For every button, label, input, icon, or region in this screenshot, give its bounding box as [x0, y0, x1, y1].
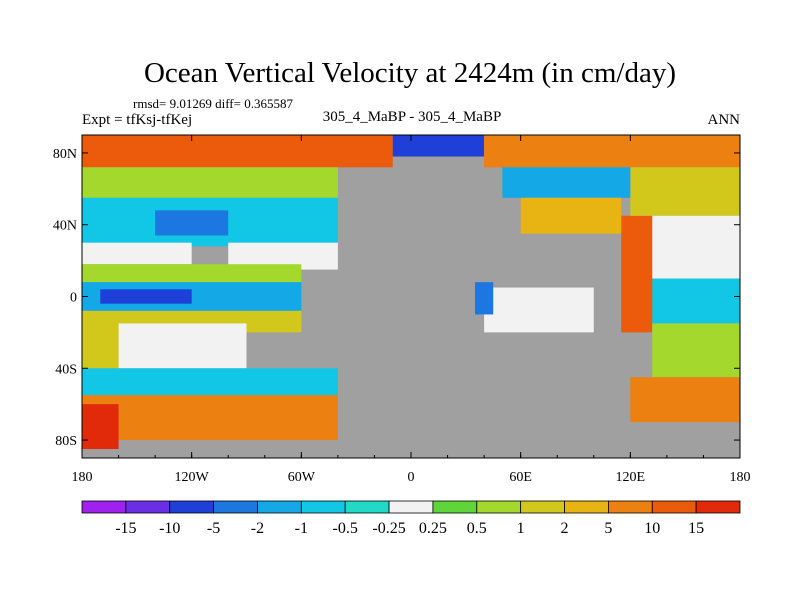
field-cell	[82, 314, 119, 378]
colorbar-label: -15	[115, 520, 136, 537]
x-tick-label: 120E	[616, 470, 646, 485]
field-cell	[82, 404, 119, 450]
colorbar-swatch	[388, 500, 434, 514]
field-cell	[621, 215, 653, 333]
colorbar-label: -0.25	[372, 520, 405, 537]
experiment-label: Expt = tfKsj-tfKej	[82, 112, 192, 128]
colorbar-label: -5	[207, 520, 220, 537]
colorbar-label: -10	[159, 520, 180, 537]
colorbar-label: -1	[295, 520, 308, 537]
x-tick-label: 180	[72, 470, 93, 485]
y-tick-label: 0	[70, 291, 77, 306]
colorbar-swatch	[476, 500, 522, 514]
colorbar-label: -0.5	[333, 520, 358, 537]
field-cell	[520, 197, 622, 234]
y-tick-label: 80N	[53, 147, 77, 162]
field-cell	[82, 395, 338, 441]
field-cell	[392, 135, 485, 157]
colorbar-swatch	[169, 500, 215, 514]
field-cell	[484, 287, 594, 333]
colorbar-swatch	[608, 500, 653, 514]
colorbar-swatch	[344, 500, 390, 514]
field-cell	[652, 323, 740, 378]
field-cell	[100, 289, 192, 304]
colorbar-label: 5	[604, 520, 612, 537]
y-tick-label: 40S	[55, 362, 77, 377]
colorbar-swatch	[257, 500, 302, 514]
field-cell	[630, 377, 740, 423]
colorbar-swatch	[432, 500, 478, 514]
field-cell	[630, 167, 740, 216]
colorbar-swatch	[81, 500, 127, 514]
field-cell	[155, 210, 229, 236]
colorbar-label: 2	[561, 520, 569, 537]
field-cell	[82, 135, 393, 168]
colorbar-swatch	[651, 500, 697, 514]
field-cell	[82, 264, 302, 283]
colorbar-label: 15	[688, 520, 704, 537]
colorbar: -15 -10 -5 -2 -1 -0.5 -0.25 0.25 0.5 1 2 5 10 15	[81, 500, 741, 537]
x-tick-label: 0	[408, 470, 415, 485]
field-cell	[82, 368, 338, 396]
field-cell	[82, 242, 192, 265]
period-label: 305_4_MaBP - 305_4_MaBP	[323, 109, 502, 125]
y-tick-label: 80S	[55, 434, 77, 449]
x-tick-label: 60W	[288, 470, 316, 485]
colorbar-label: 1	[517, 520, 525, 537]
colorbar-label: 10	[644, 520, 660, 537]
field-cell	[502, 167, 631, 198]
chart-title: Ocean Vertical Velocity at 2424m (in cm/…	[144, 57, 676, 89]
x-axis-ticks: 180 120W 60W 0 60E 120E 180	[72, 135, 751, 485]
x-tick-label: 120W	[175, 470, 210, 485]
colorbar-swatch	[300, 500, 346, 514]
colorbar-swatch	[564, 500, 609, 514]
field-cell	[484, 135, 740, 168]
stats-line: rmsd= 9.01269 diff= 0.365587	[133, 96, 293, 111]
colorbar-swatch	[520, 500, 565, 514]
x-tick-label: 60E	[509, 470, 532, 485]
y-axis-ticks: 80N 40N 0 40S 80S	[53, 147, 740, 449]
field-cell	[82, 167, 338, 198]
field-cell	[118, 323, 247, 369]
colorbar-label: -2	[251, 520, 264, 537]
colorbar-swatch	[213, 500, 258, 514]
y-tick-label: 40N	[53, 219, 77, 234]
colorbar-label: 0.25	[419, 520, 447, 537]
x-tick-label: 180	[730, 470, 751, 485]
season-label: ANN	[708, 112, 741, 128]
map-plot-area	[82, 135, 740, 458]
field-cell	[474, 282, 494, 315]
colorbar-swatch	[125, 500, 171, 514]
colorbar-label: 0.5	[467, 520, 487, 537]
colorbar-swatch	[695, 500, 741, 514]
